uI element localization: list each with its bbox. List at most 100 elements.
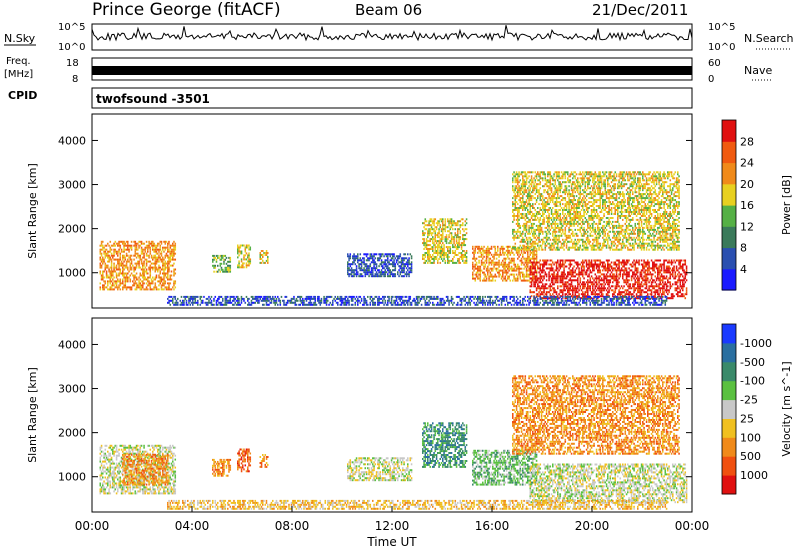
power-cell [492,259,494,262]
power-cell [374,261,377,264]
power-cell [597,297,599,300]
power-cell [569,218,572,221]
power-cell [488,247,490,250]
power-cell [577,183,579,186]
power-cell [595,275,598,278]
power-cell [480,253,483,256]
power-cell [598,263,600,266]
power-cell [152,258,154,261]
power-cell [519,224,522,227]
power-cell [517,222,519,225]
power-cell [678,261,680,264]
power-cell [612,273,614,276]
power-cell [507,277,509,280]
power-cell [147,276,149,279]
power-cell [125,252,128,255]
power-cell [425,228,428,231]
power-cell [520,267,523,270]
power-cell [520,247,523,250]
power-cell [573,279,575,282]
power-cell [152,262,154,265]
power-cell [533,234,535,237]
power-cell [380,263,383,266]
power-cell [100,264,103,267]
power-cell [615,283,618,286]
power-cell [423,261,425,264]
power-cell [119,268,122,271]
power-cell [512,189,514,192]
power-cell [573,189,575,192]
power-cell [169,274,172,277]
power-cell [494,263,497,266]
power-cell [435,234,438,237]
power-cell [533,259,535,262]
power-cell [558,189,560,192]
power-cell [353,271,355,274]
power-cell [570,213,573,215]
power-cell [397,273,399,276]
power-cell [547,193,549,196]
power-cell [127,248,129,251]
power-cell [370,271,373,274]
power-cell [552,273,554,276]
power-cell [534,209,537,211]
power-cell [627,275,629,278]
power-cell [537,179,539,182]
power-cell [515,230,518,233]
power-cell [527,275,529,278]
power-cell [365,263,368,266]
power-cell [618,293,620,296]
power-cell [263,261,265,264]
power-cell [548,173,550,176]
power-cell [422,258,424,260]
power-cell [520,185,523,188]
power-cell [610,271,613,274]
power-cell [670,295,673,298]
power-cell [248,256,250,259]
power-cell [575,222,578,225]
power-cell [492,255,494,258]
power-cell [552,177,554,180]
power-cell [475,245,478,248]
power-cell [363,257,365,260]
power-cell [489,271,492,274]
power-cell [645,263,648,266]
power-cell [493,255,495,258]
power-cell [387,273,389,276]
power-cell [482,271,484,274]
power-cell [354,273,357,276]
power-cell [360,259,363,262]
power-cell [442,220,444,223]
power-cell [543,205,545,207]
power-cell [505,273,508,276]
power-cell [584,285,587,288]
power-cell [479,273,482,276]
power-cell [520,171,523,174]
power-cell [407,269,409,272]
power-cell [525,179,528,182]
power-cell [119,252,122,255]
power-cell [485,275,488,278]
power-cell [537,189,539,192]
power-cell [554,183,557,186]
power-cell [530,285,533,288]
power-cell [450,220,453,223]
power-cell [424,256,427,258]
power-cell [577,281,579,284]
power-cell [528,189,530,192]
power-cell [624,263,627,266]
power-cell [644,279,647,282]
power-cell [130,266,133,269]
power-cell [529,253,532,256]
power-cell [559,263,562,266]
power-cell [598,285,600,288]
power-cell [529,218,532,221]
power-cell [263,252,265,254]
power-cell [547,209,549,211]
power-cell [534,228,537,231]
power-cell [589,279,592,282]
power-cell [260,258,263,260]
power-cell [237,250,239,253]
power-cell [143,264,145,267]
power-cell [512,236,514,239]
